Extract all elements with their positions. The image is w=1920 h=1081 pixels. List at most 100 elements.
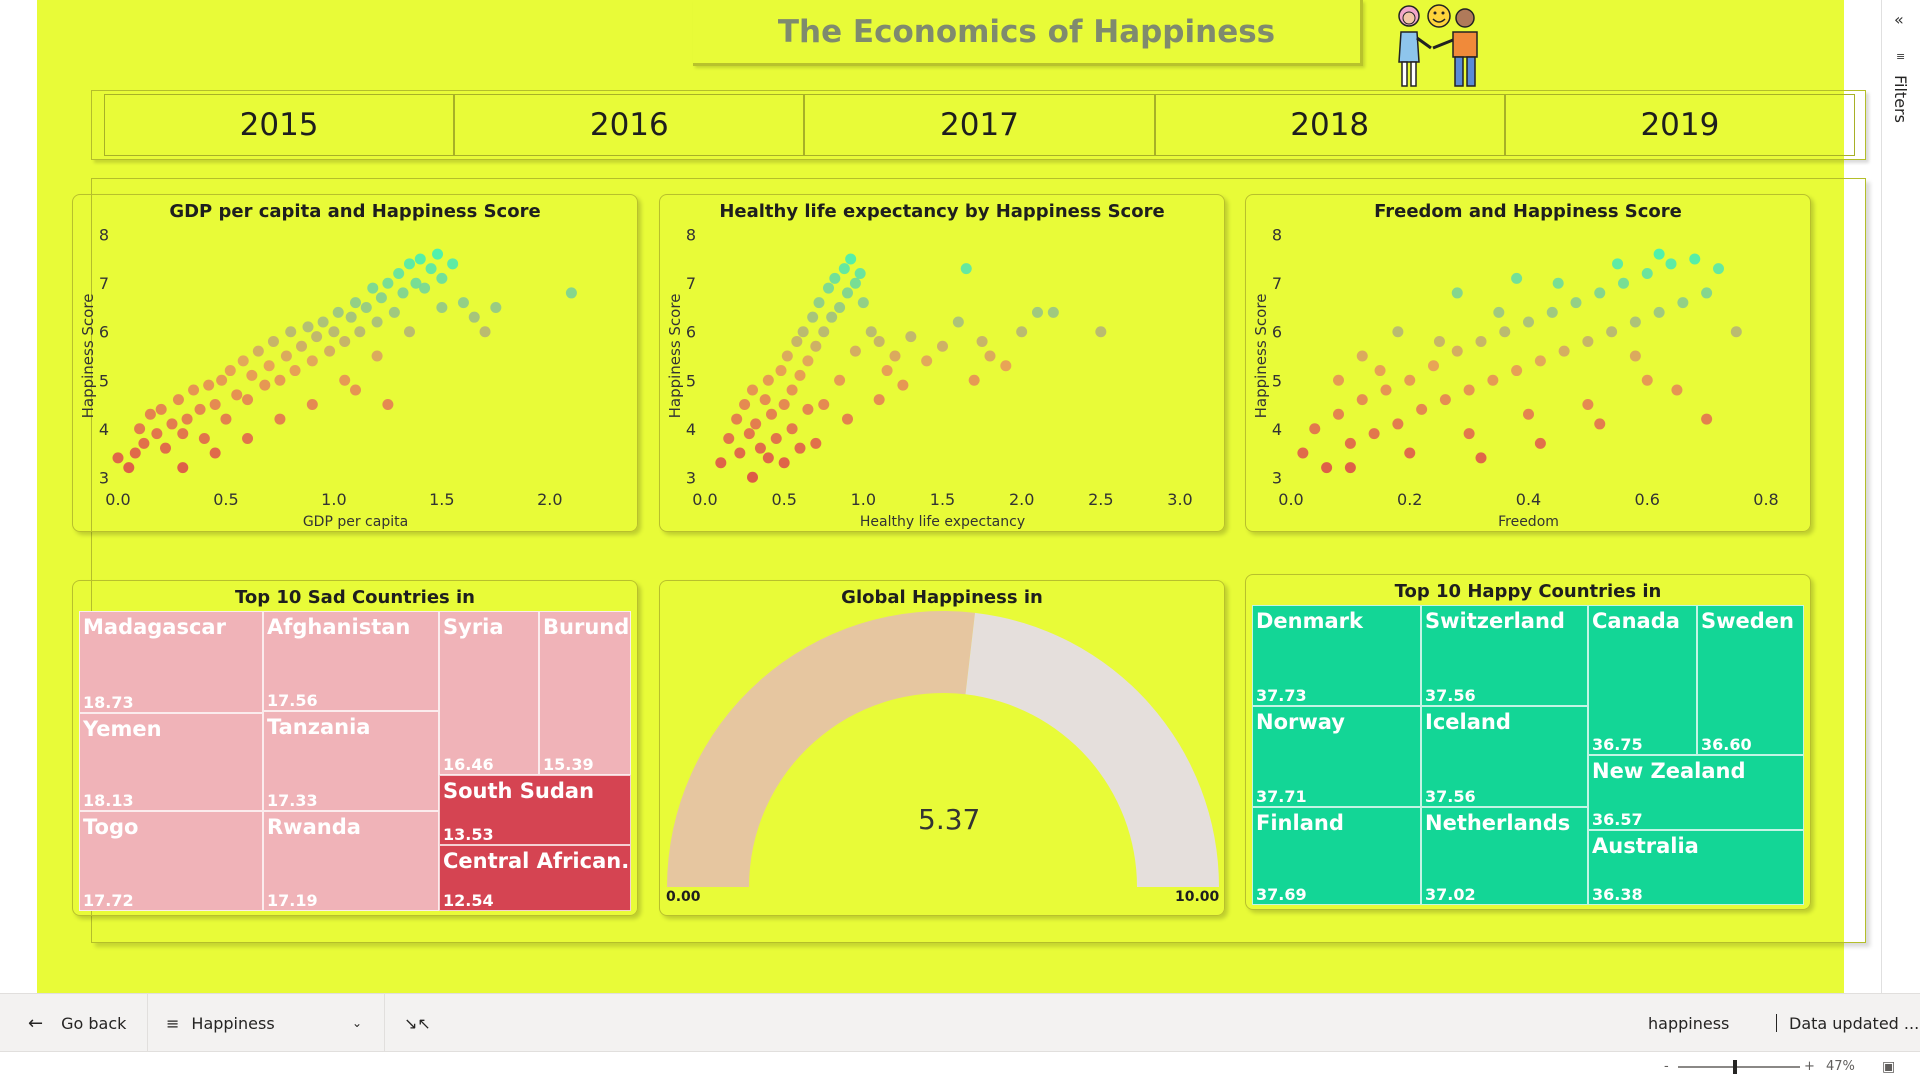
life-data-point[interactable] [849, 345, 861, 357]
treemap-cell[interactable]: Afghanistan 17.56 [263, 611, 439, 711]
gdp-data-point[interactable] [360, 301, 372, 313]
zoom-in-button[interactable]: + [1804, 1059, 1815, 1074]
life-data-point[interactable] [826, 311, 838, 323]
gdp-data-point[interactable] [246, 369, 258, 381]
data-updated-status[interactable]: Data updated ... [1776, 994, 1919, 1052]
treemap-cell[interactable]: Denmark 37.73 [1252, 605, 1421, 706]
freedom-data-point[interactable] [1612, 258, 1624, 270]
freedom-data-point[interactable] [1368, 428, 1380, 440]
life-data-point[interactable] [797, 326, 809, 338]
gdp-data-point[interactable] [237, 355, 249, 367]
freedom-data-point[interactable] [1641, 374, 1653, 386]
treemap-cell[interactable]: Central African... 12.54 [439, 845, 631, 911]
gdp-data-point[interactable] [375, 292, 387, 304]
gdp-data-point[interactable] [403, 258, 415, 270]
life-data-point[interactable] [834, 301, 846, 313]
gdp-data-point[interactable] [259, 379, 271, 391]
chevron-double-right-icon[interactable]: « [1894, 10, 1904, 29]
gdp-data-point[interactable] [388, 306, 400, 318]
gdp-data-point[interactable] [242, 394, 254, 406]
freedom-data-point[interactable] [1689, 253, 1701, 265]
life-data-point[interactable] [802, 403, 814, 415]
freedom-data-point[interactable] [1511, 272, 1523, 284]
gdp-data-point[interactable] [280, 350, 292, 362]
gdp-data-point[interactable] [203, 379, 215, 391]
gdp-data-point[interactable] [274, 374, 286, 386]
freedom-data-point[interactable] [1558, 345, 1570, 357]
gdp-data-point[interactable] [345, 311, 357, 323]
year-button-2018[interactable]: 2018 [1154, 94, 1505, 156]
fit-to-page-icon[interactable]: ▣ [1882, 1058, 1896, 1075]
gdp-data-point[interactable] [403, 326, 415, 338]
life-data-point[interactable] [778, 457, 790, 469]
life-data-point[interactable] [905, 331, 917, 343]
gdp-data-point[interactable] [367, 282, 379, 294]
freedom-data-point[interactable] [1677, 297, 1689, 309]
gdp-data-point[interactable] [324, 345, 336, 357]
gdp-data-point[interactable] [479, 326, 491, 338]
gdp-data-point[interactable] [160, 442, 171, 454]
freedom-data-point[interactable] [1629, 350, 1641, 362]
life-data-point[interactable] [952, 316, 964, 328]
life-data-point[interactable] [857, 297, 869, 309]
gdp-data-point[interactable] [371, 316, 383, 328]
year-button-2019[interactable]: 2019 [1504, 94, 1856, 156]
freedom-data-point[interactable] [1333, 374, 1344, 386]
gdp-data-point[interactable] [328, 326, 340, 338]
gdp-data-point[interactable] [350, 297, 361, 309]
life-data-point[interactable] [1032, 306, 1043, 318]
gdp-data-point[interactable] [339, 374, 351, 386]
gdp-data-point[interactable] [306, 355, 318, 367]
freedom-data-point[interactable] [1653, 248, 1665, 260]
life-data-point[interactable] [849, 277, 861, 289]
freedom-data-point[interactable] [1493, 306, 1505, 318]
life-data-point[interactable] [802, 355, 814, 367]
page-selector-dropdown[interactable]: ≡ Happiness ⌄ [166, 994, 366, 1052]
treemap-cell[interactable]: Rwanda 17.19 [263, 811, 439, 911]
life-data-point[interactable] [810, 437, 822, 449]
life-data-point[interactable] [754, 442, 766, 454]
collapse-arrows-icon[interactable]: ↘↖ [404, 1013, 431, 1033]
freedom-data-point[interactable] [1629, 316, 1641, 328]
freedom-data-point[interactable] [1701, 287, 1713, 299]
freedom-data-point[interactable] [1416, 403, 1428, 415]
life-data-point[interactable] [786, 384, 798, 396]
life-data-point[interactable] [778, 399, 790, 411]
life-data-point[interactable] [829, 272, 841, 284]
gdp-data-point[interactable] [166, 418, 178, 430]
gdp-data-point[interactable] [382, 277, 394, 289]
treemap-cell[interactable]: Canada 36.75 [1588, 605, 1697, 755]
treemap-cell[interactable]: Iceland 37.56 [1421, 706, 1588, 807]
treemap-cell[interactable]: Madagascar 18.73 [79, 611, 263, 713]
treemap-cell[interactable]: Australia 36.38 [1588, 830, 1804, 905]
gdp-data-point[interactable] [123, 462, 135, 474]
freedom-data-point[interactable] [1333, 408, 1344, 420]
life-data-point[interactable] [1095, 326, 1107, 338]
gdp-data-point[interactable] [263, 360, 275, 372]
year-button-2017[interactable]: 2017 [804, 94, 1155, 156]
gdp-data-point[interactable] [220, 413, 232, 425]
freedom-data-point[interactable] [1594, 418, 1606, 430]
life-data-point[interactable] [873, 335, 885, 347]
sad-treemap-card[interactable]: Top 10 Sad Countries in Madagascar 18.73 A… [72, 580, 638, 916]
gdp-data-point[interactable] [134, 423, 146, 435]
gdp-data-point[interactable] [354, 326, 366, 338]
life-data-point[interactable] [818, 399, 830, 411]
freedom-data-point[interactable] [1380, 384, 1392, 396]
life-data-point[interactable] [762, 374, 774, 386]
freedom-data-point[interactable] [1618, 277, 1629, 289]
gdp-data-point[interactable] [274, 413, 286, 425]
freedom-data-point[interactable] [1433, 335, 1445, 347]
life-data-point[interactable] [731, 413, 743, 425]
gdp-data-point[interactable] [393, 268, 405, 280]
freedom-data-point[interactable] [1297, 447, 1309, 459]
gdp-data-point[interactable] [181, 413, 193, 425]
gdp-data-point[interactable] [209, 399, 221, 411]
gdp-data-point[interactable] [436, 272, 448, 284]
gdp-data-point[interactable] [224, 365, 236, 377]
life-data-point[interactable] [897, 379, 909, 391]
life-data-point[interactable] [960, 263, 972, 275]
zoom-out-button[interactable]: - [1664, 1059, 1669, 1074]
filters-pane-toggle[interactable]: Filters [1891, 75, 1910, 123]
gdp-scatter-card[interactable]: GDP per capita and Happiness Score 3 4 5 6 7… [72, 194, 638, 532]
